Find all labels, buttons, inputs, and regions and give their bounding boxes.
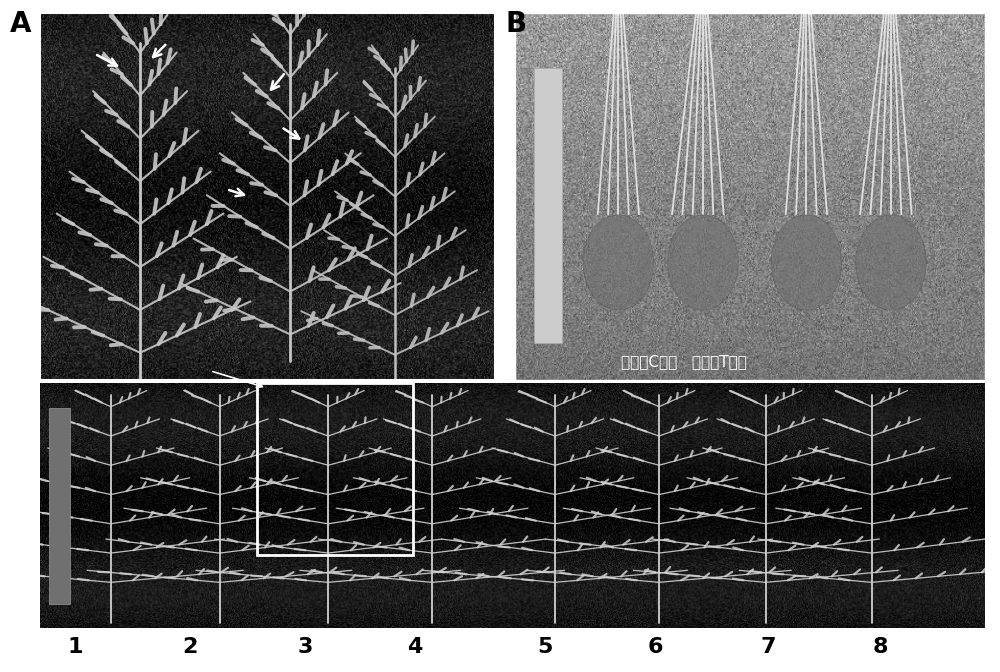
Text: 8: 8 [872,637,888,657]
Text: 越光（C型）   越光（T型）: 越光（C型） 越光（T型） [621,353,747,369]
Ellipse shape [668,215,738,310]
Text: B: B [505,10,526,38]
Text: 2: 2 [182,637,198,657]
Bar [49,407,70,603]
Ellipse shape [771,215,842,310]
Ellipse shape [856,215,926,310]
Text: 4: 4 [407,637,423,657]
Text: 3: 3 [297,637,313,657]
Bar [257,383,413,555]
Text: 7: 7 [760,637,776,657]
Text: 1: 1 [67,637,83,657]
Ellipse shape [583,215,654,310]
Text: 6: 6 [647,637,663,657]
Text: A: A [10,10,32,38]
Text: 5: 5 [537,637,553,657]
Bar [534,69,562,343]
